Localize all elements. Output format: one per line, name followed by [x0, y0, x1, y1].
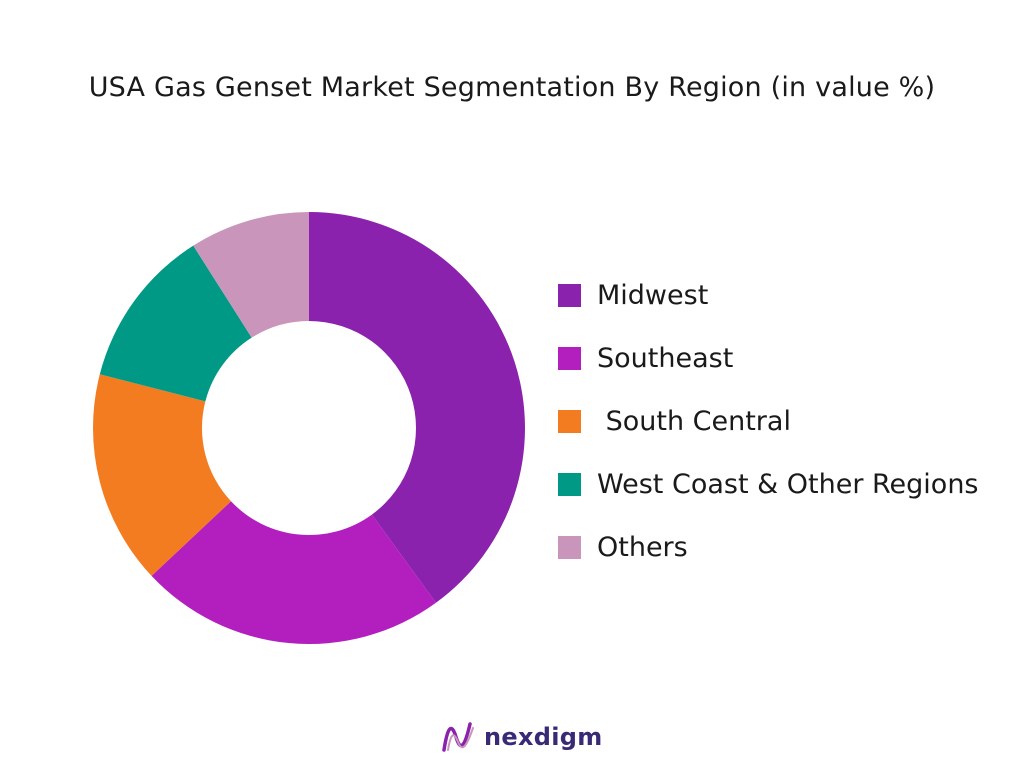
legend-item: Southeast	[558, 327, 979, 390]
legend-item: West Coast & Other Regions	[558, 453, 979, 516]
donut-slices	[93, 212, 525, 644]
legend-item: Others	[558, 516, 979, 579]
chart-title: USA Gas Genset Market Segmentation By Re…	[88, 72, 936, 103]
donut-slice-south-central	[93, 374, 232, 576]
legend-label: South Central	[597, 406, 791, 437]
legend-swatch	[558, 410, 581, 433]
brand-name: nexdigm	[484, 723, 603, 751]
legend-item: Midwest	[558, 264, 979, 327]
legend-swatch	[558, 284, 581, 307]
legend-label: Others	[597, 532, 688, 563]
legend-label: Southeast	[597, 343, 734, 374]
legend-label: Midwest	[597, 280, 709, 311]
nexdigm-wave-logo-icon	[442, 722, 474, 752]
legend-swatch	[558, 536, 581, 559]
donut-slice-midwest	[309, 212, 525, 603]
legend-item: South Central	[558, 390, 979, 453]
brand-logo: nexdigm	[440, 720, 603, 754]
donut-slice-others	[193, 212, 309, 338]
chart-legend: Midwest Southeast South Central West Coast…	[558, 264, 979, 579]
donut-slice-west-coast-other-regions	[99, 245, 252, 402]
legend-swatch	[558, 347, 581, 370]
legend-label: West Coast & Other Regions	[597, 469, 979, 500]
donut-slice-southeast	[151, 501, 436, 644]
legend-swatch	[558, 473, 581, 496]
